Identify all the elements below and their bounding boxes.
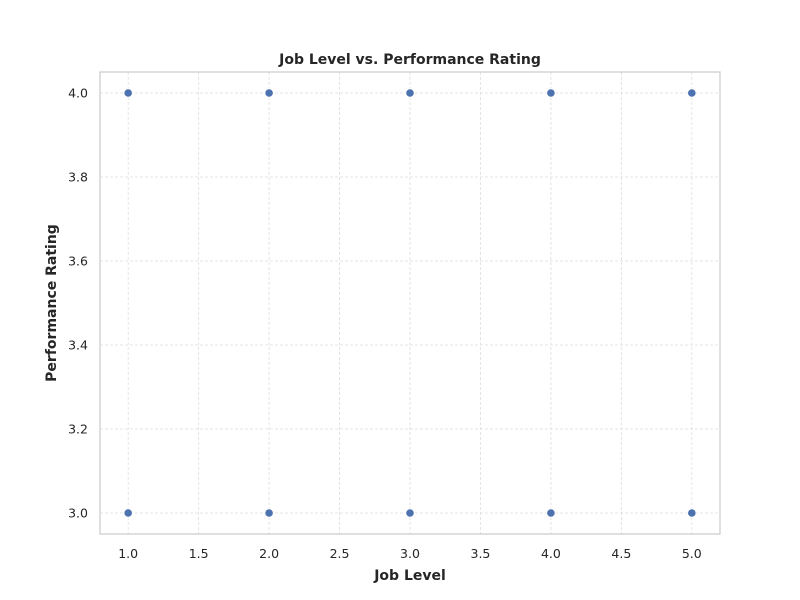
data-point (405, 88, 415, 98)
y-axis-label: Performance Rating (44, 224, 60, 382)
x-tick-label: 3.0 (400, 546, 420, 561)
y-tick-label: 4.0 (68, 86, 88, 101)
x-tick-label: 4.0 (541, 546, 561, 561)
chart-title: Job Level vs. Performance Rating (278, 52, 541, 68)
y-tick-label: 3.8 (68, 170, 88, 185)
y-axis-ticks: 3.0 3.2 3.4 3.6 3.8 4.0 (68, 86, 88, 521)
x-tick-label: 1.5 (189, 546, 209, 561)
plot-frame (99, 71, 721, 535)
y-tick-label: 3.0 (68, 506, 88, 521)
x-tick-label: 3.5 (471, 546, 491, 561)
data-point (687, 88, 697, 98)
x-tick-label: 2.5 (330, 546, 350, 561)
data-point (264, 88, 274, 98)
data-point (687, 508, 697, 518)
data-point (123, 508, 133, 518)
x-tick-label: 2.0 (259, 546, 279, 561)
data-point (546, 88, 556, 98)
x-tick-label: 4.5 (611, 546, 631, 561)
y-tick-label: 3.6 (68, 254, 88, 269)
x-tick-label: 5.0 (682, 546, 702, 561)
grid (100, 72, 720, 534)
data-points (123, 88, 697, 518)
y-tick-label: 3.2 (68, 422, 88, 437)
data-point (405, 508, 415, 518)
x-axis-ticks: 1.0 1.5 2.0 2.5 3.0 3.5 4.0 4.5 5.0 (118, 546, 702, 561)
y-tick-label: 3.4 (68, 338, 88, 353)
x-axis-label: Job Level (373, 568, 446, 584)
x-tick-label: 1.0 (118, 546, 138, 561)
data-point (123, 88, 133, 98)
data-point (546, 508, 556, 518)
data-point (264, 508, 274, 518)
